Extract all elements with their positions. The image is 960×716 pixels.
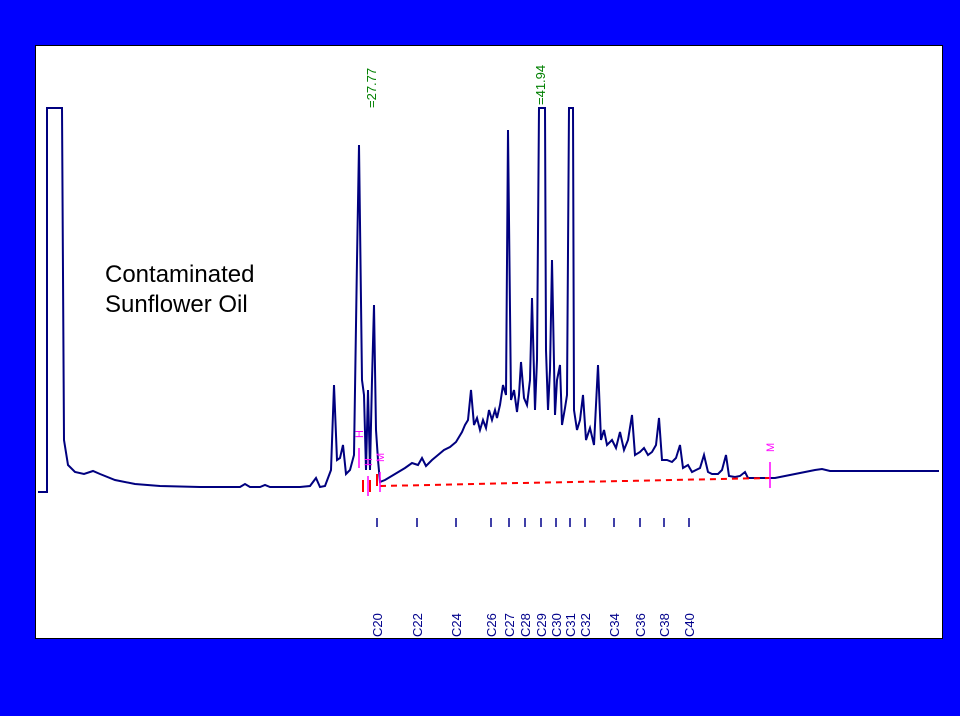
carbon-label-c27: C27 bbox=[502, 613, 517, 637]
carbon-label-c40: C40 bbox=[682, 613, 697, 637]
carbon-label-c28: C28 bbox=[518, 613, 533, 637]
plot-frame bbox=[35, 45, 943, 639]
chromatogram-trace bbox=[38, 107, 939, 493]
chart-title-line-2: Sunflower Oil bbox=[105, 291, 248, 318]
integration-marker-label-1: H bbox=[354, 430, 366, 438]
carbon-label-c20: C20 bbox=[370, 613, 385, 637]
carbon-label-c22: C22 bbox=[410, 613, 425, 637]
carbon-label-c24: C24 bbox=[449, 613, 464, 637]
carbon-label-c30: C30 bbox=[549, 613, 564, 637]
integration-marker-label-2: H bbox=[363, 458, 375, 466]
integration-marker-label-4: M bbox=[765, 443, 777, 452]
carbon-label-c32: C32 bbox=[578, 613, 593, 637]
carbon-label-c34: C34 bbox=[607, 613, 622, 637]
chart-title-line-1: Contaminated bbox=[105, 261, 255, 288]
integration-marker-label-3: M bbox=[375, 453, 387, 462]
chart-title: Contaminated Sunflower Oil bbox=[105, 260, 254, 320]
peak-label-2: =41.94 bbox=[533, 65, 548, 105]
carbon-label-c36: C36 bbox=[633, 613, 648, 637]
carbon-label-c31: C31 bbox=[563, 613, 578, 637]
baseline-dashed bbox=[379, 477, 771, 487]
carbon-label-c26: C26 bbox=[484, 613, 499, 637]
carbon-label-c29: C29 bbox=[534, 613, 549, 637]
carbon-label-c38: C38 bbox=[657, 613, 672, 637]
peak-label-1: =27.77 bbox=[364, 68, 379, 108]
